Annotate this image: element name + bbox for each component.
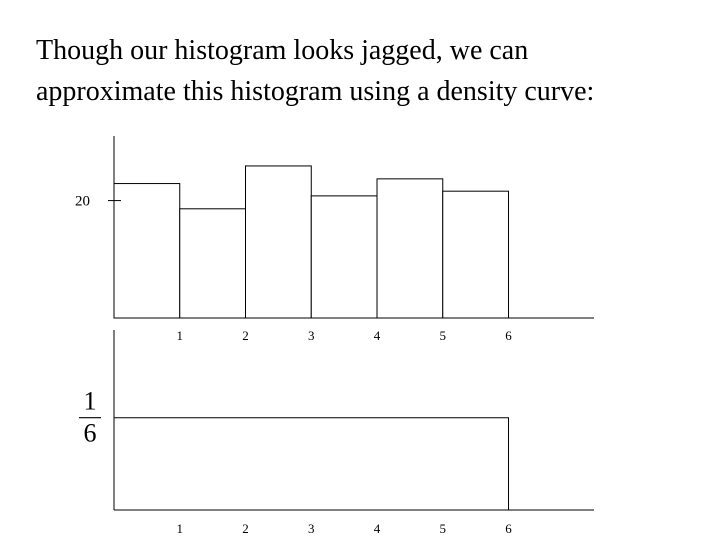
histogram-bar [310,195,378,319]
histogram-bar [376,178,444,319]
histogram-bar [442,190,510,319]
density-x-tick-label: 4 [374,521,381,536]
density-y-label-numerator: 1 [84,387,97,416]
histogram-x-tick-label: 1 [177,328,184,343]
title-line-2: approximate this histogram using a densi… [36,76,595,107]
density-x-ticks: 1 2 3 4 5 6 [177,521,513,536]
slide-title: Though our histogram looks jagged, we ca… [36,30,706,112]
density-x-tick-label: 6 [505,521,512,536]
histogram-x-tick-label: 5 [440,328,447,343]
histogram-x-tick-label: 2 [242,328,249,343]
histogram-x-tick-label: 6 [505,328,512,343]
density-x-tick-label: 5 [440,521,447,536]
histogram-bar [179,208,247,319]
histogram-x-ticks: 1 2 3 4 5 6 [177,328,513,343]
title-line-1: Though our histogram looks jagged, we ca… [36,35,529,66]
density-y-label-denominator: 6 [84,419,97,448]
density-curve [114,417,510,510]
histogram-y-ticks: 20 [75,194,121,210]
histogram-chart: 1 2 3 4 5 6 20 [75,136,594,343]
density-y-tick-label: 1 6 [79,387,101,448]
histogram-x-tick-label: 3 [308,328,315,343]
density-x-tick-label: 2 [242,521,249,536]
density-chart: 1 2 3 4 5 6 1 6 [79,330,594,536]
histogram-y-tick-label: 20 [75,194,90,210]
histogram-bars [113,165,510,319]
density-x-tick-label: 3 [308,521,315,536]
histogram-bar [245,165,312,319]
histogram-x-tick-label: 4 [374,328,381,343]
density-x-tick-label: 1 [177,521,184,536]
histogram-bar [113,183,181,319]
